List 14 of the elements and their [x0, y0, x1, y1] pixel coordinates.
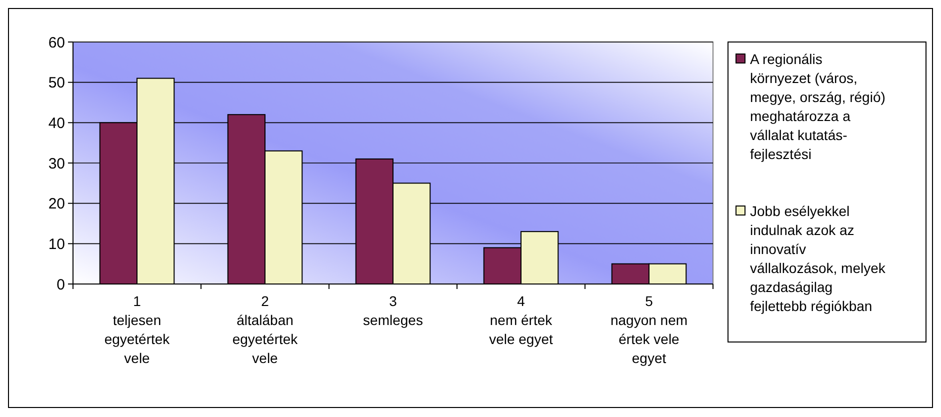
x-tick-label: 5 nagyon nem értek vele egyet [610, 293, 688, 366]
x-tick-label: 1 teljesen egyetértek vele [104, 293, 171, 366]
x-tick-label: 2 általában egyetértek vele [232, 293, 299, 366]
legend-label: Jobb esélyekkel indulnak azok az innovatív vállalkozások, melyek gazdaságilag fejlettebb régiókban [750, 203, 886, 314]
y-tick-label: 60 [48, 34, 65, 52]
y-tick-label: 30 [48, 155, 65, 172]
legend-label: A regionális környezet (város, megye, ország, régió) meghatározza a vállalat kutatás- fejlesztési [750, 51, 886, 162]
y-tick-label: 40 [48, 114, 65, 132]
x-tick-label: 4 nem értek vele egyet [489, 293, 554, 347]
y-tick-label: 0 [56, 276, 65, 294]
y-tick-label: 20 [48, 196, 65, 213]
y-tick-label: 50 [48, 74, 65, 92]
y-tick-label: 10 [48, 236, 65, 253]
x-tick-label: 3 semleges [363, 293, 423, 328]
